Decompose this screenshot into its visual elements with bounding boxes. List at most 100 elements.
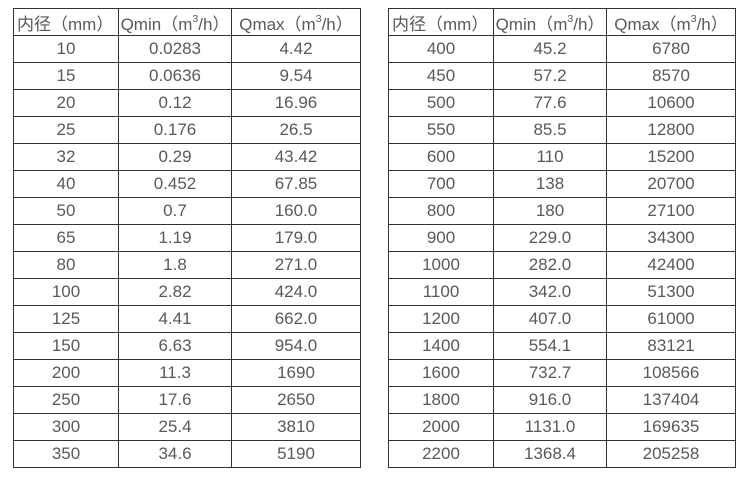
- table-row: 400 45.2 6780: [388, 35, 736, 63]
- column-header: 内径（mm）: [388, 8, 494, 36]
- table-cell: 57.2: [493, 62, 607, 90]
- table-cell: 34.6: [118, 440, 232, 468]
- table-row: 250 17.6 2650: [13, 386, 361, 414]
- table-cell: 42400: [606, 251, 736, 279]
- table-cell: 0.29: [118, 143, 232, 171]
- table-cell: 916.0: [493, 386, 607, 414]
- table-cell: 0.12: [118, 89, 232, 117]
- column-header: Qmax（m3/h）: [606, 8, 736, 36]
- table-cell: 138: [493, 170, 607, 198]
- table-cell: 25.4: [118, 413, 232, 441]
- table-row: 2200 1368.4 205258: [388, 440, 736, 468]
- table-cell: 65: [13, 224, 119, 252]
- table-cell: 2000: [388, 413, 494, 441]
- table-cell: 450: [388, 62, 494, 90]
- table-row: 1400 554.1 83121: [388, 332, 736, 360]
- table-cell: 1.19: [118, 224, 232, 252]
- table-row: 700 138 20700: [388, 170, 736, 198]
- superscript: 3: [690, 12, 697, 25]
- table-cell: 17.6: [118, 386, 232, 414]
- table-cell: 300: [13, 413, 119, 441]
- table-cell: 12800: [606, 116, 736, 144]
- table-row: 550 85.5 12800: [388, 116, 736, 144]
- table-cell: 83121: [606, 332, 736, 360]
- table-cell: 1368.4: [493, 440, 607, 468]
- table-cell: 110: [493, 143, 607, 171]
- table-cell: 3810: [231, 413, 361, 441]
- table-row: 10 0.0283 4.42: [13, 35, 361, 63]
- table-cell: 600: [388, 143, 494, 171]
- table-row: 1200 407.0 61000: [388, 305, 736, 333]
- table-cell: 15: [13, 62, 119, 90]
- table-row: 500 77.6 10600: [388, 89, 736, 117]
- table-cell: 350: [13, 440, 119, 468]
- table-cell: 229.0: [493, 224, 607, 252]
- table-row: 1100 342.0 51300: [388, 278, 736, 306]
- flow-rate-table-small-diameters: 内径（mm） Qmin（m3/h） Qmax（m3/h） 10 0.0283 4.42 1…: [13, 8, 361, 468]
- table-row: 40 0.452 67.85: [13, 170, 361, 198]
- table-row: 450 57.2 8570: [388, 62, 736, 90]
- table-cell: 51300: [606, 278, 736, 306]
- table-cell: 200: [13, 359, 119, 387]
- table-cell: 6780: [606, 35, 736, 63]
- table-cell: 282.0: [493, 251, 607, 279]
- table-row: 25 0.176 26.5: [13, 116, 361, 144]
- table-cell: 85.5: [493, 116, 607, 144]
- table-cell: 16.96: [231, 89, 361, 117]
- table-cell: 0.0283: [118, 35, 232, 63]
- table-cell: 80: [13, 251, 119, 279]
- table-row: 50 0.7 160.0: [13, 197, 361, 225]
- table-cell: 125: [13, 305, 119, 333]
- table-row: 200 11.3 1690: [13, 359, 361, 387]
- table-cell: 250: [13, 386, 119, 414]
- table-cell: 0.7: [118, 197, 232, 225]
- table-cell: 25: [13, 116, 119, 144]
- table-row: 20 0.12 16.96: [13, 89, 361, 117]
- table-cell: 1100: [388, 278, 494, 306]
- table-cell: 1131.0: [493, 413, 607, 441]
- table-row: 32 0.29 43.42: [13, 143, 361, 171]
- column-header: 内径（mm）: [13, 8, 119, 36]
- table-row: 65 1.19 179.0: [13, 224, 361, 252]
- table-row: 900 229.0 34300: [388, 224, 736, 252]
- table-cell: 271.0: [231, 251, 361, 279]
- table-cell: 400: [388, 35, 494, 63]
- header-row: 内径（mm） Qmin（m3/h） Qmax（m3/h）: [13, 8, 361, 36]
- table-cell: 150: [13, 332, 119, 360]
- table-cell: 34300: [606, 224, 736, 252]
- table-cell: 0.0636: [118, 62, 232, 90]
- table-row: 1000 282.0 42400: [388, 251, 736, 279]
- table-cell: 43.42: [231, 143, 361, 171]
- table-cell: 45.2: [493, 35, 607, 63]
- superscript: 3: [567, 12, 574, 25]
- table-cell: 50: [13, 197, 119, 225]
- table-cell: 500: [388, 89, 494, 117]
- table-cell: 900: [388, 224, 494, 252]
- table-row: 125 4.41 662.0: [13, 305, 361, 333]
- column-header: Qmin（m3/h）: [118, 8, 232, 36]
- header-row: 内径（mm） Qmin（m3/h） Qmax（m3/h）: [388, 8, 736, 36]
- table-cell: 342.0: [493, 278, 607, 306]
- table-cell: 550: [388, 116, 494, 144]
- table-row: 350 34.6 5190: [13, 440, 361, 468]
- table-cell: 180: [493, 197, 607, 225]
- table-cell: 2.82: [118, 278, 232, 306]
- table-cell: 424.0: [231, 278, 361, 306]
- table-cell: 160.0: [231, 197, 361, 225]
- table-cell: 1.8: [118, 251, 232, 279]
- superscript: 3: [192, 12, 199, 25]
- table-cell: 1000: [388, 251, 494, 279]
- table-cell: 407.0: [493, 305, 607, 333]
- table-cell: 800: [388, 197, 494, 225]
- table-cell: 2650: [231, 386, 361, 414]
- table-cell: 6.63: [118, 332, 232, 360]
- table-cell: 77.6: [493, 89, 607, 117]
- table-row: 2000 1131.0 169635: [388, 413, 736, 441]
- table-cell: 67.85: [231, 170, 361, 198]
- table-row: 600 110 15200: [388, 143, 736, 171]
- table-cell: 20: [13, 89, 119, 117]
- table-row: 15 0.0636 9.54: [13, 62, 361, 90]
- table-cell: 2200: [388, 440, 494, 468]
- table-cell: 954.0: [231, 332, 361, 360]
- table-cell: 1200: [388, 305, 494, 333]
